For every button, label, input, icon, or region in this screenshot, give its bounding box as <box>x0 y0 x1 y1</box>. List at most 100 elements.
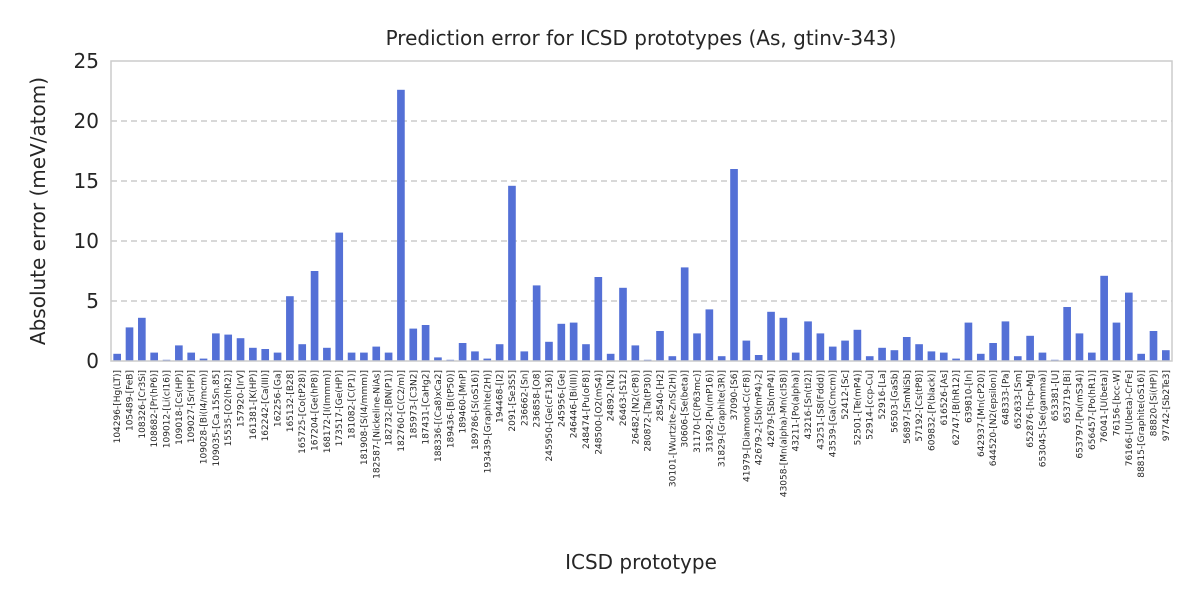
x-tick-label: 236662-[Sn] <box>520 370 530 426</box>
x-tick-label: 653797-[Pu(mS34)] <box>1075 370 1085 459</box>
x-tick-label: 182760-[C(C2/m)] <box>397 370 407 452</box>
x-tick-label: 157920-[IrV] <box>237 370 247 427</box>
x-tick-label: 280872-[Ta(tP30)] <box>644 370 654 452</box>
x-tick-label: 188336-[(Ca8)xCa2] <box>434 370 444 462</box>
x-tick-label: 15535-[O2(hR2)] <box>224 370 234 446</box>
x-tick-label: 104296-[Hg(LT)] <box>113 370 123 443</box>
bar <box>816 333 825 361</box>
x-tick-label: 31170-[C(P63mc)] <box>693 370 703 453</box>
bar <box>1075 333 1084 361</box>
x-tick-label: 182732-[BN(P1)] <box>385 370 395 446</box>
x-tick-label: 109018-[Cs(HP)] <box>175 370 185 445</box>
x-tick-label: 109035-[Ca.15Sn.85] <box>212 370 222 466</box>
x-tick-labels: 104296-[Hg(LT)] 105489-[FeB] 108326-[Cr3Si… <box>113 370 1172 497</box>
bar <box>1001 321 1010 361</box>
bar <box>113 353 121 361</box>
bar <box>569 322 578 361</box>
bar <box>791 352 800 361</box>
bar <box>249 347 257 361</box>
x-tick-label: 88820-[Si(HP)] <box>1149 370 1159 436</box>
x-tick-label: 52412-[Sc] <box>841 370 851 420</box>
x-tick-label: 648333-[Pa] <box>1001 370 1011 425</box>
bar <box>1026 335 1034 361</box>
x-tick-label: 639810-[In] <box>964 370 974 423</box>
bar <box>175 345 183 361</box>
x-tick-label: 76041-[U(beta)] <box>1100 370 1110 443</box>
plot-frame <box>110 60 1173 362</box>
y-tick-label: 25 <box>74 49 99 73</box>
x-tick-label: 652633-[Sm] <box>1014 370 1024 429</box>
bar <box>471 351 479 361</box>
bar <box>236 338 245 361</box>
x-tick-label: 656457-[Po(hR1)] <box>1088 370 1098 450</box>
bar <box>779 317 788 361</box>
bar <box>742 340 751 361</box>
x-tick-label: 173517-[Ge(HP)] <box>335 370 345 446</box>
bar <box>273 352 282 361</box>
bar <box>1087 352 1096 361</box>
x-tick-label: 37090-[S6] <box>730 370 740 420</box>
bar <box>902 337 911 361</box>
x-tick-label: 108682-[Pr(hP6)] <box>150 370 160 447</box>
x-tick-label: 189436-[B(tP50)] <box>446 370 456 448</box>
x-tick-label: 109028-[Bi(I4/mcm)] <box>200 370 210 464</box>
x-tick-label: 642937-[Mn(cP20)] <box>977 370 987 457</box>
x-tick-label: 76166-[U(beta)-CrFe] <box>1125 370 1135 466</box>
x-tick-label: 108326-[Cr3Si] <box>138 370 148 439</box>
y-tick-label: 10 <box>74 229 99 253</box>
x-tick-label: 653381-[U] <box>1051 370 1061 421</box>
x-tick-label: 41979-[Diamond-C(cF8)] <box>742 370 752 482</box>
bar <box>545 341 553 361</box>
bar <box>717 356 726 361</box>
x-tick-label: 162256-[Ga] <box>274 370 284 427</box>
y-axis-label: Absolute error (meV/atom) <box>26 77 50 345</box>
x-tick-label: 26482-[N2(cP8)] <box>631 370 641 444</box>
bar <box>1100 275 1108 361</box>
x-tick-label: 162242-[Ca(III)] <box>261 370 271 441</box>
chart-title: Prediction error for ICSD prototypes (As… <box>386 26 897 50</box>
x-tick-label: 653045-[Se(gamma)] <box>1038 370 1048 467</box>
bar <box>804 321 812 361</box>
bar <box>483 358 492 361</box>
x-tick-label: 161381-[K(HP)] <box>249 370 259 440</box>
x-tick-label: 185973-[C3N2] <box>409 370 419 439</box>
x-tick-label: 76156-[bcc-W] <box>1112 370 1122 436</box>
x-tick-label: 43216-[Sn(tI2)] <box>804 370 814 439</box>
x-axis-label: ICSD prototype <box>565 550 717 574</box>
x-tick-label: 2091-[Se3S5] <box>508 370 518 432</box>
bar <box>865 356 874 361</box>
bar <box>927 351 936 361</box>
bar <box>828 346 837 361</box>
bar <box>298 344 307 361</box>
y-tick-label: 0 <box>86 349 99 373</box>
x-tick-label: 97742-[Sb2Te3] <box>1162 370 1172 441</box>
x-tick-label: 168172-[I(Immm)] <box>323 370 333 453</box>
bar <box>397 89 405 362</box>
bar <box>656 331 664 361</box>
x-tick-label: 194468-[I2] <box>496 370 506 423</box>
bar <box>668 356 677 361</box>
bar <box>421 325 430 361</box>
x-tick-label: 165132-[B28] <box>286 370 296 432</box>
bar <box>409 328 418 361</box>
bar <box>286 296 294 361</box>
x-tick-label: 52501-[Te(mP4)] <box>853 370 863 445</box>
x-tick-label: 52914-[ccp-Cu] <box>866 370 876 440</box>
bar <box>619 287 627 361</box>
bar <box>1149 331 1158 361</box>
x-tick-label: 62747-[B(hR12)] <box>952 370 962 446</box>
x-tick-label: 245950-[Ge(cF136)] <box>545 370 555 461</box>
bar <box>508 185 516 361</box>
x-tick-label: 189786-[S(oS16)] <box>471 370 481 450</box>
x-tick-label: 248500-[O2(mS4)] <box>594 370 604 455</box>
x-tick-label: 652876-[hcp-Mg] <box>1026 370 1036 448</box>
bar <box>1038 352 1047 361</box>
x-tick-label: 31829-[Graphite(3R)] <box>718 370 728 467</box>
bar <box>199 358 208 361</box>
bar <box>125 327 134 361</box>
bar <box>1137 353 1145 361</box>
x-tick-label: 43539-[Ga(Cmcm)] <box>829 370 839 457</box>
x-tick-label: 616526-[As] <box>940 370 950 425</box>
x-tick-label: 88815-[Graphite(oS16)] <box>1137 370 1147 478</box>
y-gridlines <box>111 120 1172 302</box>
